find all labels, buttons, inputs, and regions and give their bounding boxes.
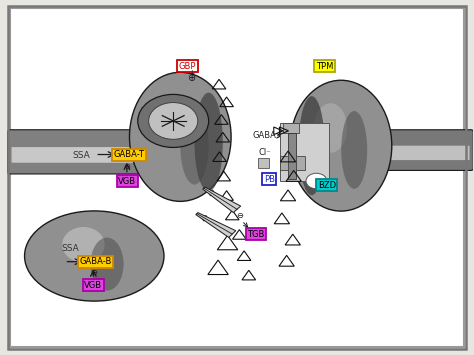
Text: TPM: TPM [316,62,333,71]
Text: PB: PB [264,175,274,184]
Polygon shape [196,213,236,237]
Ellipse shape [150,96,187,146]
Ellipse shape [62,227,105,262]
Polygon shape [203,187,241,213]
Circle shape [138,94,209,147]
FancyBboxPatch shape [280,155,288,170]
Text: GBP: GBP [179,62,196,71]
Text: ⊖: ⊖ [123,162,130,171]
Text: TGB: TGB [247,230,264,239]
FancyBboxPatch shape [11,147,148,163]
Ellipse shape [290,80,392,211]
FancyBboxPatch shape [369,130,474,170]
Text: VGB: VGB [118,176,137,186]
Circle shape [149,103,198,139]
Text: GABA-T: GABA-T [114,150,145,159]
FancyBboxPatch shape [258,158,269,168]
Ellipse shape [129,72,231,201]
Text: BZD: BZD [318,181,336,190]
Ellipse shape [25,211,164,301]
Text: +: + [189,69,195,78]
FancyBboxPatch shape [373,146,470,160]
FancyBboxPatch shape [280,123,329,181]
FancyBboxPatch shape [296,155,305,170]
Ellipse shape [180,107,209,185]
FancyBboxPatch shape [288,133,296,179]
Text: SSA: SSA [62,244,80,253]
Text: ⊖: ⊖ [236,211,243,220]
FancyBboxPatch shape [8,130,152,174]
Ellipse shape [314,103,347,153]
Ellipse shape [299,96,325,195]
Text: GABA-B: GABA-B [79,257,111,266]
Circle shape [306,173,327,189]
FancyBboxPatch shape [10,8,464,347]
Text: ⊖: ⊖ [90,268,97,277]
Ellipse shape [194,93,223,192]
Text: Cl⁻: Cl⁻ [258,148,271,157]
FancyBboxPatch shape [283,124,300,133]
Text: VGB: VGB [84,281,102,290]
Text: ⊕: ⊕ [187,73,195,83]
Ellipse shape [91,237,124,291]
Text: GABA: GABA [253,131,276,140]
Text: SSA: SSA [72,151,90,160]
Ellipse shape [341,111,367,189]
